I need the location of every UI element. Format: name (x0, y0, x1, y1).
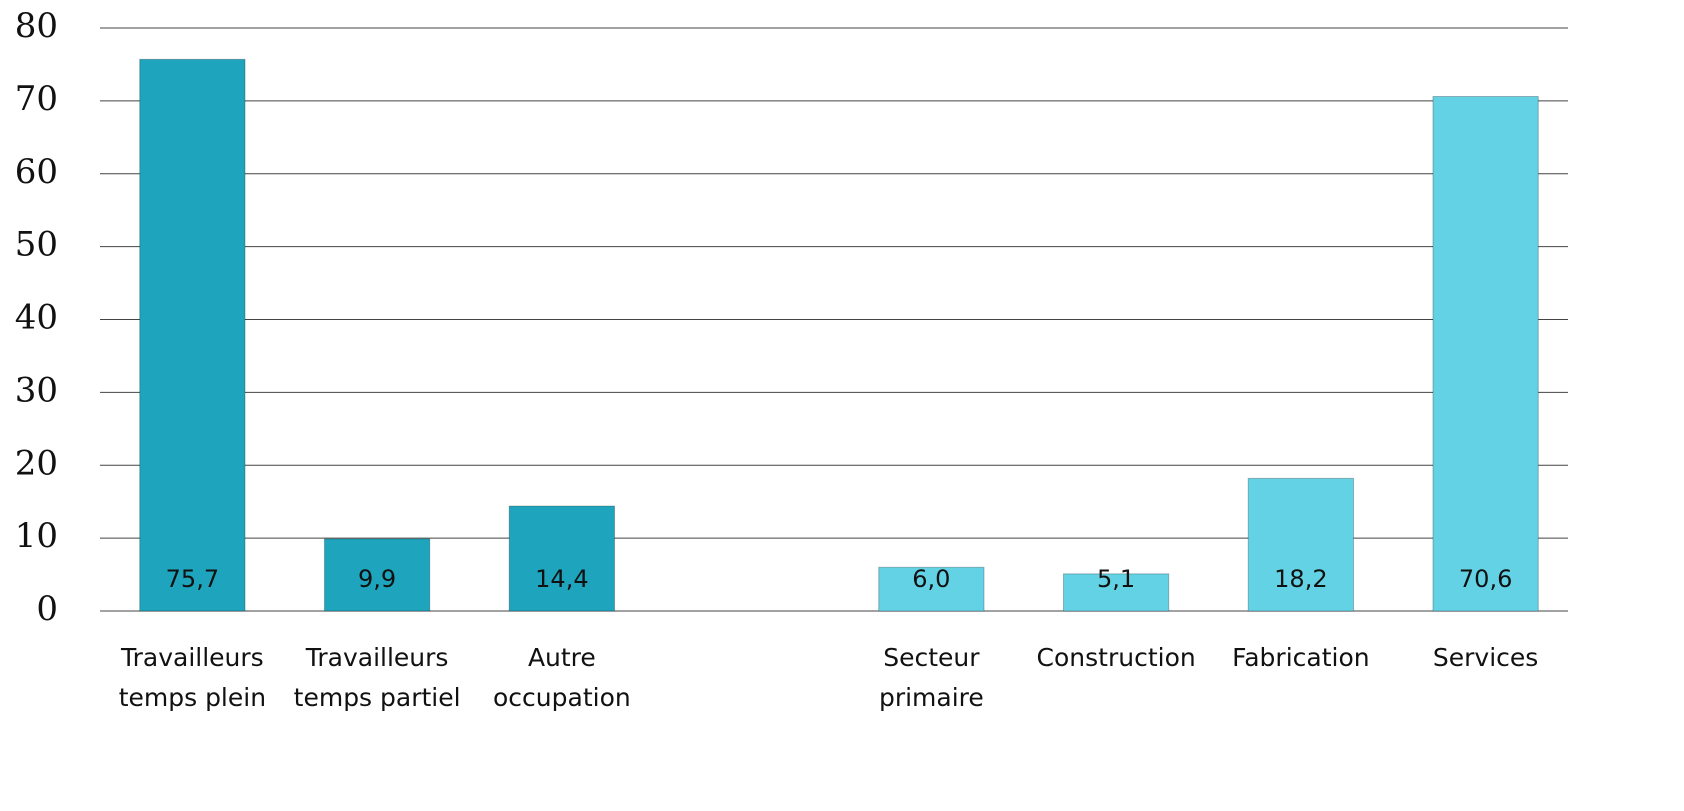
bar (508, 505, 616, 612)
y-tick-label: 80 (15, 6, 58, 46)
x-tick-label: Construction (1036, 643, 1196, 672)
y-tick-label: 0 (36, 589, 58, 629)
x-tick-label: Travailleurs temps plein (118, 643, 267, 712)
y-tick-label: 70 (15, 79, 58, 119)
data-label: 75,7 (166, 565, 219, 593)
bar (878, 566, 985, 612)
data-label: 5,1 (1097, 565, 1135, 593)
data-label: 6,0 (912, 565, 950, 593)
bar (1062, 573, 1170, 612)
x-tick-label: Autre occupation (493, 643, 631, 712)
y-tick-label: 60 (15, 152, 58, 192)
y-tick-label: 30 (15, 370, 58, 410)
y-tick-label: 10 (15, 516, 58, 556)
x-tick-label: Secteur primaire (878, 643, 984, 712)
bar (1432, 96, 1539, 612)
x-tick-label: Services (1432, 643, 1539, 672)
bar (1247, 477, 1355, 612)
data-label: 70,6 (1459, 565, 1512, 593)
y-tick-label: 20 (15, 443, 58, 483)
x-tick-label: Travailleurs temps partiel (293, 643, 461, 712)
data-label: 18,2 (1274, 565, 1327, 593)
y-tick-label: 50 (15, 225, 58, 265)
x-tick-label: Fabrication (1232, 643, 1370, 672)
y-tick-label: 40 (15, 298, 58, 338)
bar (323, 538, 431, 612)
bar (139, 58, 246, 612)
data-label: 14,4 (535, 565, 588, 593)
data-label: 9,9 (358, 565, 396, 593)
